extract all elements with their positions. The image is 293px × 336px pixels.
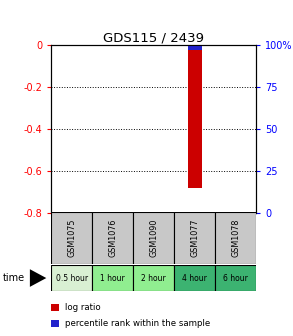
Text: log ratio: log ratio (65, 303, 101, 312)
Text: GSM1076: GSM1076 (108, 218, 117, 257)
Bar (188, 45, 202, 50)
Text: GSM1077: GSM1077 (190, 218, 199, 257)
Bar (133, 212, 174, 264)
Bar (215, 212, 256, 264)
Text: GSM1075: GSM1075 (67, 218, 76, 257)
Bar (133, 265, 174, 291)
Text: percentile rank within the sample: percentile rank within the sample (65, 319, 211, 328)
Bar (174, 265, 215, 291)
Text: 4 hour: 4 hour (183, 274, 207, 283)
Bar (174, 212, 215, 264)
Bar (51, 212, 92, 264)
Text: 1 hour: 1 hour (100, 274, 125, 283)
Bar (92, 265, 133, 291)
Text: GSM1090: GSM1090 (149, 218, 158, 257)
Title: GDS115 / 2439: GDS115 / 2439 (103, 31, 204, 44)
Bar (92, 212, 133, 264)
Text: time: time (3, 273, 25, 283)
Bar (188, 45, 202, 188)
Polygon shape (30, 269, 46, 287)
Text: 2 hour: 2 hour (142, 274, 166, 283)
Bar (215, 265, 256, 291)
Text: 6 hour: 6 hour (224, 274, 248, 283)
Bar (51, 265, 92, 291)
Text: GSM1078: GSM1078 (231, 218, 240, 257)
Text: 0.5 hour: 0.5 hour (56, 274, 88, 283)
